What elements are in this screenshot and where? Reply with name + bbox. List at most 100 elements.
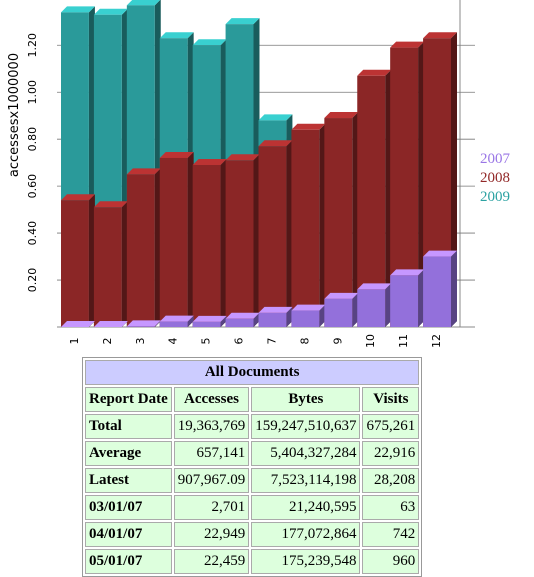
bar-top	[225, 18, 260, 25]
column-header: Visits	[362, 387, 420, 412]
x-tick-label: 11	[397, 334, 410, 348]
bar	[390, 275, 419, 327]
cell: 177,072,864	[251, 522, 361, 547]
x-tick-label: 2	[101, 338, 114, 345]
bar-side	[352, 112, 359, 327]
cell: 28,208	[362, 468, 420, 493]
bar-top	[258, 306, 293, 313]
bar	[126, 174, 155, 327]
bar-top	[423, 32, 457, 39]
cell: 907,967.09	[173, 468, 250, 493]
bar-top	[159, 315, 194, 322]
bar-side	[319, 123, 326, 327]
x-tick-label: 6	[233, 338, 246, 345]
y-tick-label: 0.40	[26, 221, 39, 246]
bar-top	[61, 6, 95, 13]
bar	[291, 129, 320, 327]
cell: 5,404,327,284	[251, 441, 361, 466]
bar-top	[61, 321, 95, 327]
bar	[192, 321, 221, 327]
row-label: 04/01/07	[85, 522, 172, 547]
bar-side	[154, 168, 161, 327]
bar-top	[159, 151, 194, 158]
bar-side	[385, 69, 392, 328]
legend-entry: 2008	[480, 170, 510, 186]
header-row: Report Date Accesses Bytes Visits	[85, 387, 420, 412]
bar-top	[93, 321, 128, 327]
bar-top	[126, 320, 161, 327]
bar	[357, 289, 386, 327]
y-tick-label: 1.00	[26, 80, 39, 105]
cell: 19,363,769	[173, 414, 250, 439]
x-tick-label: 9	[331, 338, 344, 345]
bar-top	[93, 201, 128, 208]
table-row: Latest 907,967.09 7,523,114,198 28,208	[85, 468, 420, 493]
bar	[61, 200, 89, 327]
bar-top	[192, 315, 227, 322]
cell: 159,247,510,637	[251, 414, 361, 439]
cell: 2,701	[173, 495, 250, 520]
table-title: All Documents	[85, 360, 420, 385]
bar-top	[61, 194, 95, 201]
bar-top	[258, 114, 293, 121]
bar-top	[357, 69, 392, 76]
bar-side	[286, 306, 293, 327]
x-tick-label: 12	[430, 334, 443, 348]
cell: 657,141	[173, 441, 250, 466]
bar	[225, 160, 254, 327]
bar-top	[126, 0, 161, 6]
table-row: Total 19,363,769 159,247,510,637 675,261	[85, 414, 420, 439]
row-label: 03/01/07	[85, 495, 172, 520]
bar-top	[390, 269, 425, 276]
cell: 960	[362, 549, 420, 574]
cell: 675,261	[362, 414, 420, 439]
bar-top	[258, 140, 293, 147]
row-label: Latest	[85, 468, 172, 493]
bar-top	[291, 123, 326, 130]
bar	[93, 207, 122, 327]
bar-side	[88, 194, 95, 327]
bar-side	[286, 140, 293, 327]
page: accessesx1000000 0.20 0.40 0.60 0.80 1.00 1.2…	[7, 0, 511, 577]
column-header: Report Date	[85, 387, 172, 412]
bar-side	[418, 41, 425, 327]
bar	[225, 318, 254, 327]
cell: 22,916	[362, 441, 420, 466]
bar	[291, 310, 320, 327]
bar-side	[451, 250, 457, 327]
bar-top	[423, 250, 457, 257]
bar-top	[357, 283, 392, 290]
y-tick-label: 0.20	[26, 268, 39, 293]
table-row: 03/01/07 2,701 21,240,595 63	[85, 495, 420, 520]
row-label: 05/01/07	[85, 549, 172, 574]
cell: 175,239,548	[251, 549, 361, 574]
bar-top	[324, 292, 359, 299]
x-tick-label: 1	[68, 338, 81, 345]
legend-entry: 2007	[480, 151, 511, 167]
row-label: Total	[85, 414, 172, 439]
table-row: 05/01/07 22,459 175,239,548 960	[85, 549, 420, 574]
x-tick-label: 5	[200, 338, 213, 345]
bar-side	[154, 320, 161, 327]
cell: 7,523,114,198	[251, 468, 361, 493]
bar-top	[225, 154, 260, 161]
bar-side	[385, 283, 392, 327]
bar-side	[121, 201, 128, 327]
bar	[423, 256, 451, 327]
y-tick-label: 0.60	[26, 174, 39, 199]
bar-top	[324, 112, 359, 119]
bar-top	[225, 312, 260, 319]
bar-top	[291, 304, 326, 311]
bar-side	[220, 159, 227, 327]
x-tick-label: 10	[364, 334, 377, 348]
x-tick-label: 4	[167, 338, 180, 345]
x-tick-label: 7	[265, 338, 278, 345]
cell: 742	[362, 522, 420, 547]
bar	[159, 157, 188, 327]
bar-side	[418, 269, 425, 327]
cell: 21,240,595	[251, 495, 361, 520]
bar-side	[352, 292, 359, 327]
bar	[324, 298, 353, 327]
column-header: Bytes	[251, 387, 361, 412]
cell: 22,949	[173, 522, 250, 547]
